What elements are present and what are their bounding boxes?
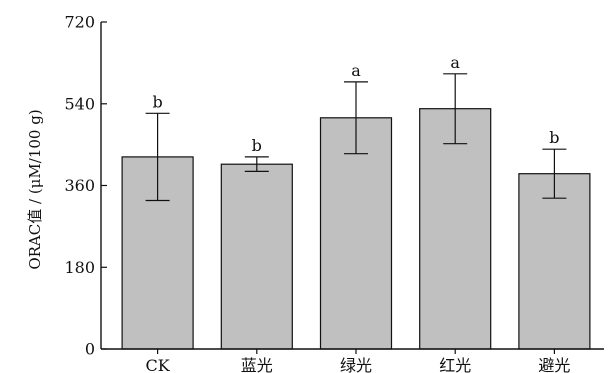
y-tick-label-0: 0: [85, 340, 95, 359]
bar-3: [419, 108, 492, 350]
significance-label-4: b: [549, 128, 559, 147]
y-tick-label-1: 180: [64, 258, 95, 277]
x-tick-label-2: 绿光: [340, 356, 372, 373]
bar-4: [518, 173, 591, 350]
x-tick-label-0: CK: [145, 356, 170, 373]
significance-label-1: b: [252, 136, 262, 155]
significance-label-0: b: [152, 92, 162, 111]
x-tick-label-1: 蓝光: [241, 356, 273, 373]
significance-label-2: a: [351, 61, 361, 80]
significance-label-3: a: [450, 53, 460, 72]
y-tick-label-2: 360: [64, 176, 95, 195]
bar-2: [319, 117, 393, 350]
y-tick-label-3: 540: [64, 94, 95, 113]
x-tick-label-4: 避光: [538, 356, 570, 373]
y-axis-title: ORAC值 / (μM/100 g): [26, 109, 44, 269]
x-tick-label-3: 红光: [439, 356, 471, 373]
bar-1: [220, 163, 293, 350]
y-tick-label-4: 720: [64, 13, 95, 32]
